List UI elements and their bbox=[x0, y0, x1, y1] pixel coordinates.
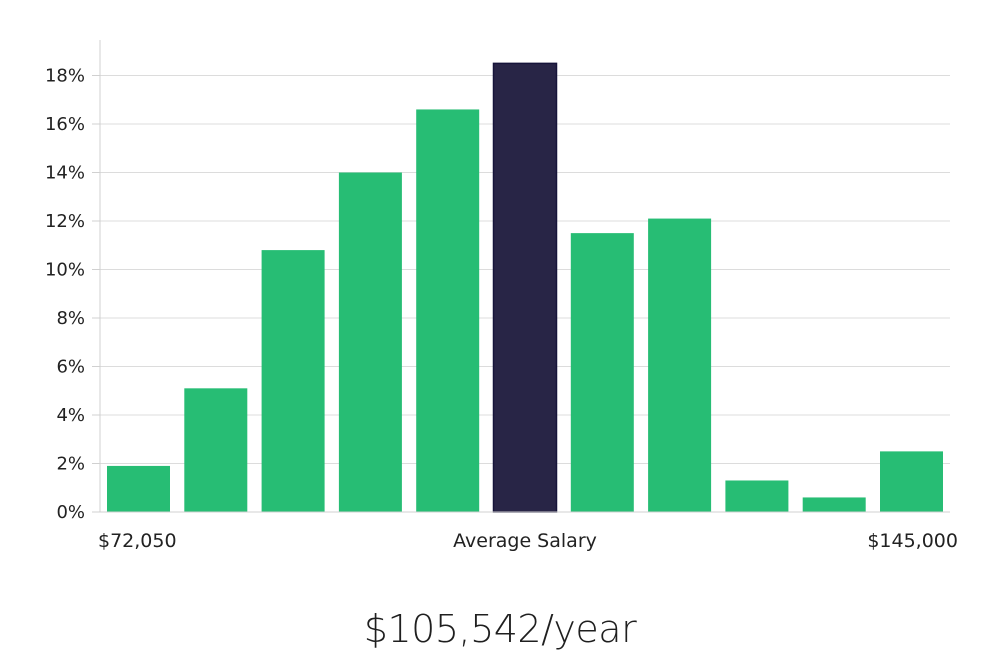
y-axis-ticks: 0% 2% 4% 6% 8% 10% 12% 14% 16% 18% bbox=[45, 66, 100, 523]
y-tick-label: 4% bbox=[56, 405, 85, 426]
bars bbox=[107, 62, 943, 513]
y-tick-label: 8% bbox=[56, 308, 85, 329]
x-label-max: $145,000 bbox=[867, 530, 958, 552]
y-tick-label: 6% bbox=[56, 357, 85, 378]
bar bbox=[880, 451, 943, 512]
bar-average bbox=[492, 62, 558, 513]
bar bbox=[802, 497, 866, 512]
x-label-center: Average Salary bbox=[453, 530, 597, 552]
bar bbox=[184, 388, 248, 512]
bar bbox=[725, 480, 789, 512]
bar bbox=[107, 465, 170, 512]
bar bbox=[570, 233, 634, 512]
y-tick-label: 0% bbox=[56, 502, 85, 523]
x-label-min: $72,050 bbox=[98, 530, 177, 552]
y-tick-label: 18% bbox=[45, 66, 85, 87]
salary-distribution-chart: 0% 2% 4% 6% 8% 10% 12% 14% 16% 18% $72,050 Averag… bbox=[45, 40, 958, 552]
bar bbox=[416, 109, 480, 512]
bar bbox=[648, 218, 712, 512]
y-tick-label: 10% bbox=[45, 260, 85, 281]
y-tick-label: 14% bbox=[45, 163, 85, 184]
y-tick-label: 12% bbox=[45, 211, 85, 232]
y-tick-label: 2% bbox=[56, 454, 85, 475]
bar bbox=[261, 250, 325, 512]
bar bbox=[338, 172, 402, 512]
y-tick-label: 16% bbox=[45, 114, 85, 135]
average-salary-value: $105,542/year bbox=[363, 607, 637, 651]
